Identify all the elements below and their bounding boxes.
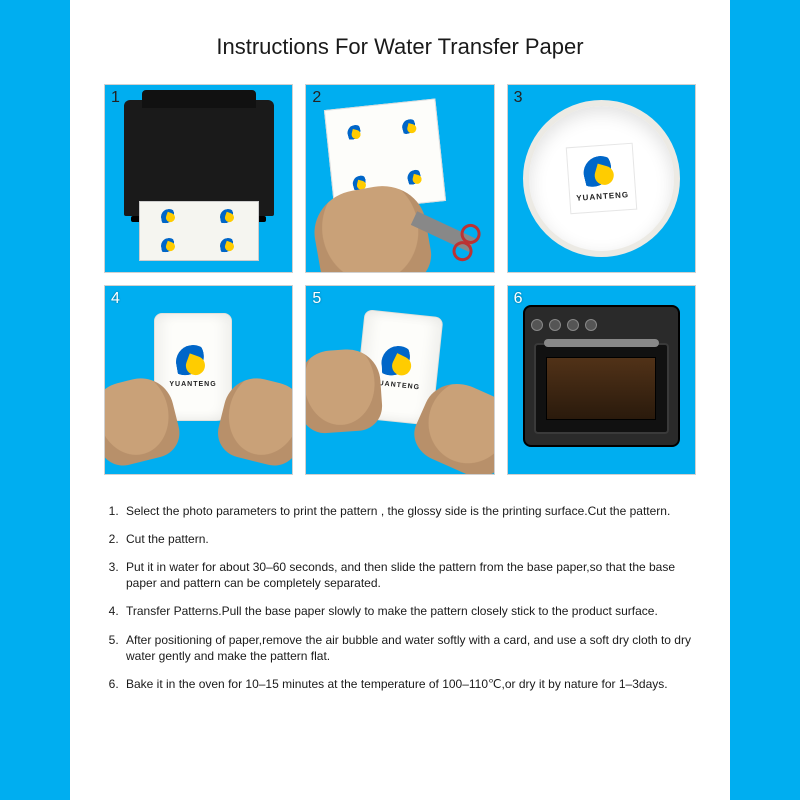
instruction-item: Select the photo parameters to print the… [122, 503, 696, 519]
oven-handle [544, 339, 659, 347]
step-number: 4 [111, 290, 120, 308]
brand-swirl-icon [583, 155, 619, 191]
oven-knob-icon [567, 319, 579, 331]
oven-knob-icon [531, 319, 543, 331]
instruction-item: Bake it in the oven for 10–15 minutes at… [122, 676, 696, 692]
instruction-item: Transfer Patterns.Pull the base paper sl… [122, 603, 696, 619]
brand-text: YUANTENG [576, 190, 629, 203]
brand-swirl-icon [220, 209, 236, 225]
step-number: 3 [514, 89, 523, 107]
instruction-list: Select the photo parameters to print the… [104, 503, 696, 693]
instruction-item: After positioning of paper,remove the ai… [122, 632, 696, 664]
instruction-sheet: Instructions For Water Transfer Paper 1 … [70, 0, 730, 800]
printer-output-tray [139, 201, 259, 261]
steps-grid: 1 2 3 [104, 84, 696, 475]
oven-knob-icon [585, 319, 597, 331]
step-number: 1 [111, 89, 120, 107]
instruction-item: Cut the pattern. [122, 531, 696, 547]
brand-swirl-icon [176, 345, 210, 379]
step-number: 2 [312, 89, 321, 107]
brand-swirl-icon [220, 238, 236, 254]
step-cell-4: 4 YUANTENG [104, 285, 293, 474]
oven-controls [531, 315, 672, 334]
oven-door [534, 343, 669, 434]
step-cell-5: 5 YUANTENG [305, 285, 494, 474]
brand-swirl-icon [346, 124, 364, 142]
oven-knob-icon [549, 319, 561, 331]
brand-text: YUANTENG [169, 381, 216, 388]
printer-icon [124, 100, 274, 216]
water-bowl: YUANTENG [523, 100, 680, 257]
page-title: Instructions For Water Transfer Paper [104, 34, 696, 60]
step-cell-2: 2 [305, 84, 494, 273]
oven-glass [546, 357, 656, 420]
brand-swirl-icon [161, 209, 177, 225]
step-number: 5 [312, 290, 321, 308]
brand-swirl-icon [401, 118, 419, 136]
brand-swirl-icon [161, 238, 177, 254]
step-number: 6 [514, 290, 523, 308]
step-cell-1: 1 [104, 84, 293, 273]
hand-icon [305, 347, 384, 435]
brand-swirl-icon [406, 169, 424, 187]
step-cell-6: 6 [507, 285, 696, 474]
instruction-item: Put it in water for about 30–60 seconds,… [122, 559, 696, 591]
step-cell-3: 3 YUANTENG [507, 84, 696, 273]
oven [523, 305, 680, 447]
brand-swirl-icon [380, 344, 417, 381]
floating-decal: YUANTENG [566, 143, 637, 214]
